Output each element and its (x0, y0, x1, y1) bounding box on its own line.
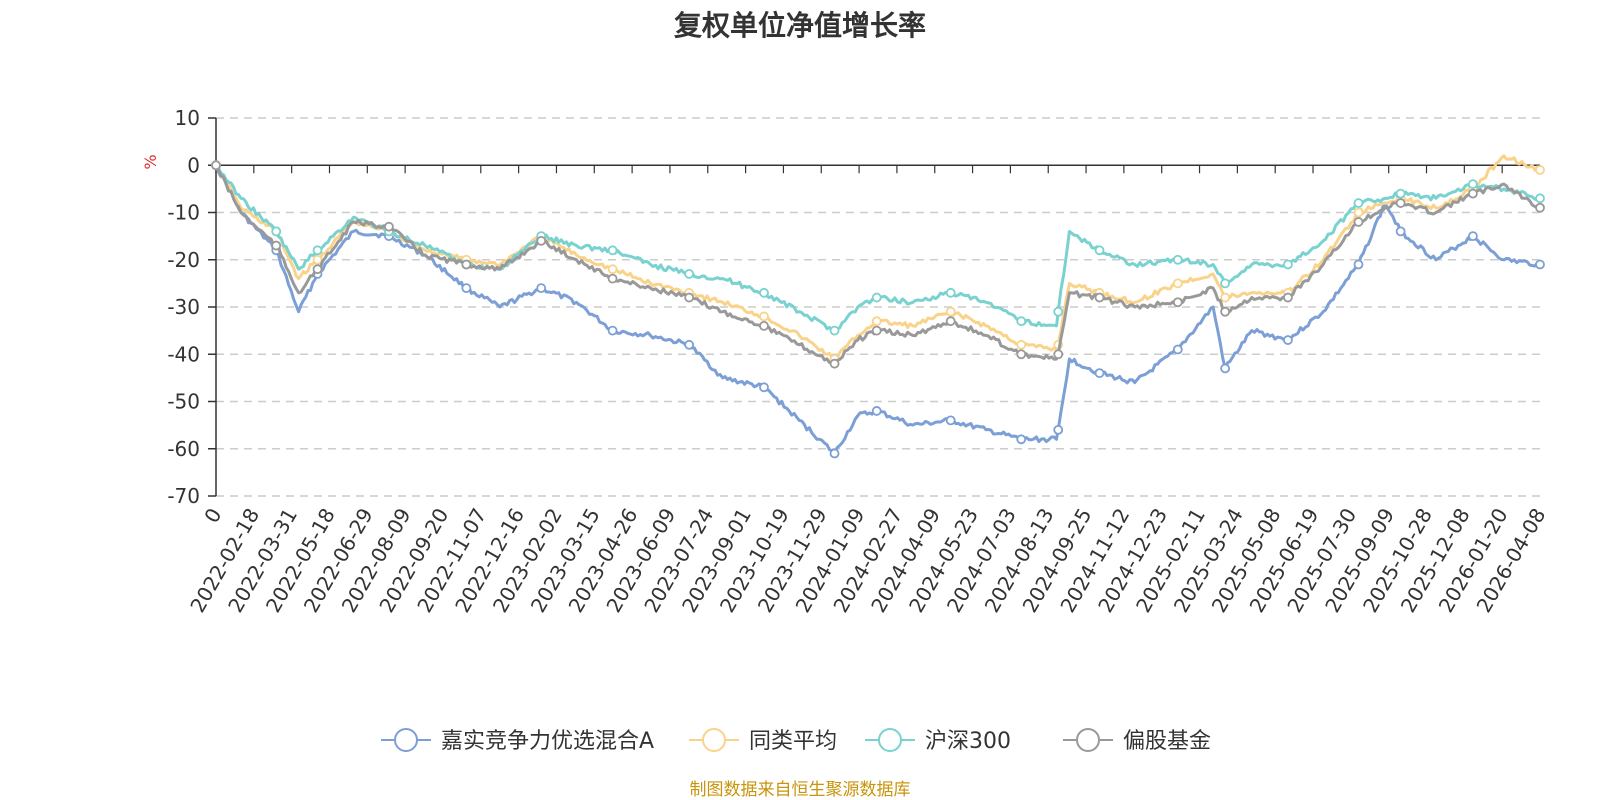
data-point (1016, 434, 1027, 445)
data-point (945, 316, 956, 327)
data-point (1094, 245, 1105, 256)
data-point (271, 240, 282, 251)
data-point (384, 221, 394, 232)
data-point (1053, 349, 1064, 360)
data-point (312, 254, 323, 265)
legend-label: 偏股基金 (1123, 729, 1211, 754)
data-point (607, 273, 618, 284)
axis-layer: 100-10-20-30-40-50-60-70%02022-02-182022… (141, 106, 1550, 617)
data-point (1220, 363, 1231, 374)
data-point (1535, 259, 1545, 270)
legend-marker (394, 728, 418, 752)
data-point (1353, 259, 1364, 270)
data-point (1094, 368, 1105, 379)
data-point (1220, 292, 1231, 303)
data-point (759, 311, 769, 322)
data-point (1535, 202, 1545, 213)
data-point (1283, 292, 1293, 303)
data-point (312, 264, 323, 275)
data-point (1220, 278, 1231, 289)
data-point (1535, 165, 1545, 175)
data-point (536, 235, 547, 246)
data-point (1172, 278, 1183, 289)
y-tick-label: 10 (175, 106, 200, 130)
data-point (461, 283, 472, 294)
data-point (829, 448, 840, 459)
data-point (871, 316, 882, 327)
data-point (1395, 198, 1406, 208)
chart-title: 复权单位净值增长率 (673, 9, 926, 42)
data-point (1535, 193, 1545, 204)
data-point (607, 264, 618, 275)
data-point (1467, 179, 1478, 190)
data-point (1172, 254, 1183, 265)
data-point (1016, 349, 1027, 360)
data-point (271, 226, 282, 237)
data-point (1016, 339, 1027, 350)
data-point (871, 406, 882, 416)
data-point (945, 415, 956, 426)
data-point (1353, 207, 1364, 218)
data-point (871, 292, 882, 303)
data-point (684, 339, 695, 350)
data-point (1053, 424, 1064, 435)
y-tick-label: -10 (167, 201, 200, 225)
legend-label: 嘉实竞争力优选混合A (441, 729, 654, 754)
data-point (759, 320, 769, 331)
legend-marker (878, 728, 902, 752)
data-point (759, 287, 769, 298)
data-point (871, 325, 882, 336)
data-point (1016, 316, 1027, 327)
y-tick-label: -30 (167, 295, 200, 319)
data-point (759, 382, 769, 393)
data-point (1094, 292, 1105, 303)
y-axis-unit: % (141, 154, 160, 169)
data-point (684, 269, 695, 279)
data-point (1220, 306, 1231, 317)
data-point (211, 160, 221, 171)
data-point (1053, 306, 1064, 317)
legend-marker (1076, 728, 1100, 752)
y-tick-label: -20 (167, 248, 200, 272)
data-point (684, 292, 695, 303)
data-point (1283, 335, 1293, 345)
grid-layer (216, 117, 1540, 497)
legend: 嘉实竞争力优选混合A 同类平均 沪深300 偏股基金 (381, 728, 1211, 754)
data-point (1467, 231, 1478, 242)
y-tick-label: -70 (167, 484, 200, 508)
legend-label: 沪深300 (925, 729, 1011, 754)
y-tick-label: 0 (187, 153, 200, 177)
data-point (829, 325, 840, 336)
data-point (607, 245, 618, 256)
data-point (1283, 259, 1293, 270)
y-tick-label: -50 (167, 390, 200, 414)
data-point (1467, 188, 1478, 199)
data-point (1353, 217, 1364, 227)
data-point (312, 245, 323, 256)
data-point (536, 283, 547, 294)
data-point (945, 306, 956, 317)
data-point (1395, 188, 1406, 199)
legend-label: 同类平均 (749, 729, 837, 754)
data-point (1395, 226, 1406, 237)
y-tick-label: -40 (167, 342, 200, 366)
data-point (1172, 344, 1183, 355)
y-tick-label: -60 (167, 437, 200, 461)
data-point (945, 287, 956, 298)
data-point (1353, 198, 1364, 208)
data-point (461, 259, 472, 270)
data-source-note: 制图数据来自恒生聚源数据库 (689, 780, 911, 800)
data-point (607, 325, 618, 336)
series-layer (211, 154, 1545, 459)
data-point (829, 358, 840, 369)
x-tick-label: 0 (199, 504, 226, 527)
data-point (1172, 297, 1183, 308)
legend-marker (702, 728, 726, 752)
